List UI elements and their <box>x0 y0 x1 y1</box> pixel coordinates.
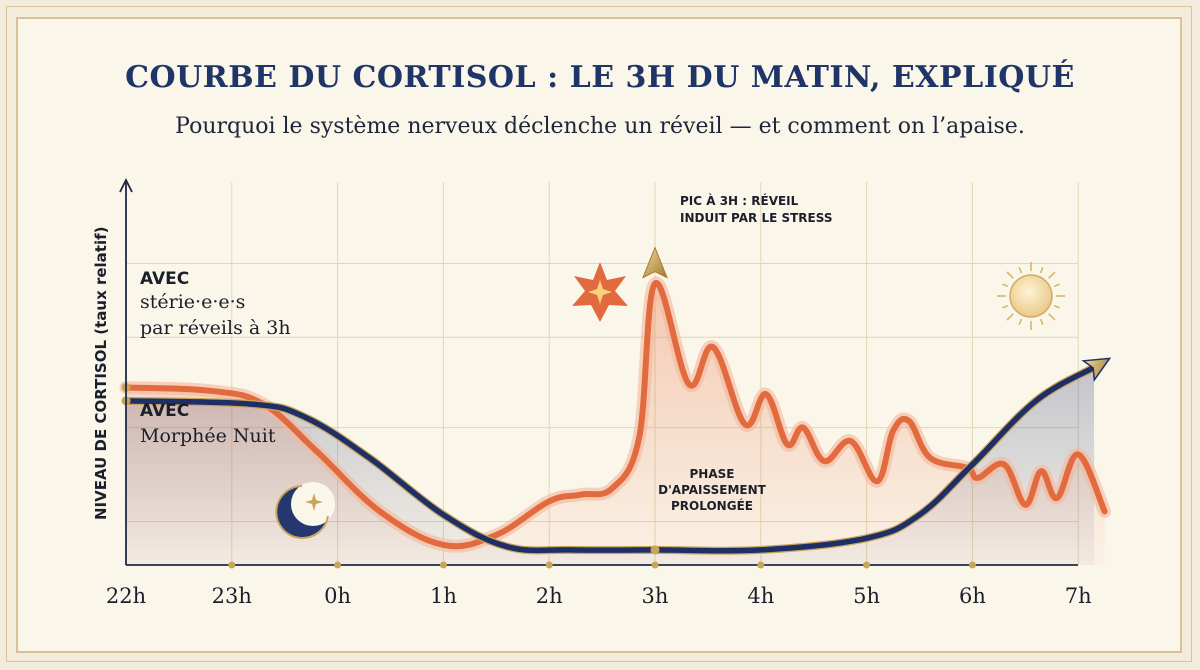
stress-area-fill <box>126 282 1105 565</box>
burst-icon <box>572 262 628 322</box>
stress-line <box>123 280 1108 550</box>
annotation-peak-line2: INDUIT PAR LE STRESS <box>680 211 832 225</box>
x-tick-label: 7h <box>1065 584 1092 608</box>
legend-calm: AVEC Morphée Nuit <box>140 401 276 447</box>
annotation-calm-line1: PHASE <box>690 467 735 481</box>
sun-ray <box>1048 271 1056 279</box>
area-fills <box>126 282 1105 565</box>
calm-arrow-tip-icon <box>1081 357 1112 382</box>
calm-phase-point <box>650 545 660 555</box>
x-tick-label: 4h <box>747 584 774 608</box>
x-ticks: 22h 23h 0h 1h 2h 3h 4h 5h 6h 7h <box>106 561 1092 608</box>
series-lines <box>119 246 1112 555</box>
sun-ray <box>1006 313 1014 321</box>
annotation-peak: PIC À 3H : RÉVEIL INDUIT PAR LE STRESS <box>680 193 832 225</box>
legend-calm-line1: AVEC <box>140 401 189 421</box>
x-tick-dot <box>757 561 765 569</box>
y-axis-arrow-icon <box>119 177 133 193</box>
sun-ray <box>1006 271 1014 279</box>
sun-ray <box>1018 267 1023 274</box>
sun-ray <box>1018 318 1023 325</box>
sun-icon <box>997 262 1065 330</box>
legend-calm-line2: Morphée Nuit <box>140 425 276 447</box>
sun-ray <box>1053 283 1060 288</box>
legend-stress-line3: par réveils à 3h <box>140 317 291 339</box>
sun-ray <box>1039 318 1044 325</box>
x-tick-label: 5h <box>853 584 880 608</box>
x-tick-dot <box>334 561 342 569</box>
annotation-peak-line1: PIC À 3H : RÉVEIL <box>680 193 799 208</box>
annotation-calm-line3: PROLONGÉE <box>671 498 753 513</box>
legend-stress: AVEC stérie·e·e·s par réveils à 3h <box>140 269 291 339</box>
x-tick-label: 23h <box>212 584 252 608</box>
outer-frame <box>6 6 1192 662</box>
calm-line <box>123 364 1097 554</box>
x-tick-label: 6h <box>959 584 986 608</box>
x-tick-dot <box>863 561 871 569</box>
sun-ray <box>1002 304 1009 309</box>
x-tick-dot <box>651 561 659 569</box>
peak-arrow-shape <box>642 246 668 279</box>
sun-ray <box>1048 313 1056 321</box>
x-tick-dot <box>228 561 236 569</box>
star-icon <box>305 493 323 511</box>
y-axis-label: NIVEAU DE CORTISOL (taux relatif) <box>92 227 110 521</box>
x-tick-dot <box>439 561 447 569</box>
x-tick-label: 1h <box>430 584 457 608</box>
peak-arrow-tip-icon <box>642 246 668 279</box>
x-tick-label: 22h <box>106 584 146 608</box>
x-tick-dot <box>968 561 976 569</box>
sun-ray <box>1039 267 1044 274</box>
chart-subtitle: Pourquoi le système nerveux déclenche un… <box>175 114 1025 139</box>
annotation-calm-phase: PHASE D'APAISSEMENT PROLONGÉE <box>658 467 766 513</box>
x-tick-dot <box>545 561 553 569</box>
chart-title: COURBE DU CORTISOL : LE 3H DU MATIN, EXP… <box>125 60 1075 95</box>
x-tick-label: 0h <box>324 584 351 608</box>
legend-stress-line2: stérie·e·e·s <box>140 291 245 313</box>
sun-ray <box>1053 304 1060 309</box>
arrow-tip-shape <box>1081 357 1112 382</box>
legend-stress-line1: AVEC <box>140 269 189 289</box>
x-tick-label: 2h <box>536 584 563 608</box>
sun-ray <box>1002 283 1009 288</box>
annotation-calm-line2: D'APAISSEMENT <box>658 483 766 497</box>
x-tick-label: 3h <box>642 584 669 608</box>
